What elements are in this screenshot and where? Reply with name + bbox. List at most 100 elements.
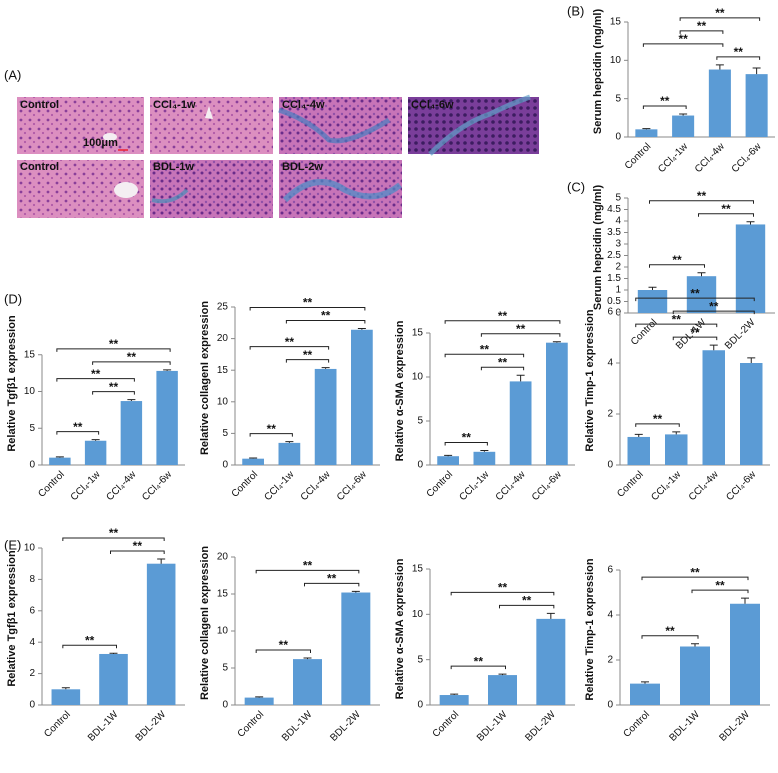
- x-tick-label: CCl₄-6w: [730, 141, 764, 175]
- significance-label: **: [734, 45, 744, 59]
- significance-bracket: [642, 105, 687, 109]
- x-tick-label: Control: [42, 709, 73, 740]
- histology-label: CCl₄-1w: [153, 99, 196, 111]
- scale-bar-label: 100μm: [83, 137, 118, 149]
- y-axis-label: Relative α-SMA expression: [394, 320, 406, 461]
- histology-image: [150, 97, 273, 154]
- y-tick-label: 6: [607, 565, 613, 576]
- significance-label: **: [85, 633, 95, 647]
- significance-bracket: [649, 200, 754, 204]
- significance-label: **: [480, 342, 490, 356]
- fibrosis: [428, 94, 531, 156]
- x-tick-label: BDL-2W: [723, 317, 758, 352]
- histology-image: [408, 97, 539, 154]
- y-tick-label: 5: [417, 416, 423, 427]
- y-tick-label: 15: [610, 17, 622, 28]
- significance-label: **: [672, 312, 682, 326]
- x-tick-label: CCl₄-1w: [656, 141, 690, 175]
- x-tick-label: Control: [629, 317, 660, 348]
- significance-label: **: [109, 337, 119, 351]
- significance-bracket: [110, 550, 165, 554]
- y-tick-label: 15: [217, 589, 229, 600]
- vessel: [114, 182, 138, 198]
- x-tick-label: Control: [431, 709, 462, 740]
- error-bar: [91, 439, 100, 441]
- x-tick-label: CCl₄-4w: [693, 141, 727, 175]
- significance-label: **: [303, 348, 313, 362]
- panel-label: (A): [4, 67, 21, 82]
- x-tick-label: CCl₄-6w: [530, 469, 564, 503]
- panel-label: (B): [567, 3, 584, 18]
- y-tick-label: 10: [24, 386, 36, 397]
- significance-bracket: [255, 569, 360, 574]
- x-tick-label: Control: [36, 469, 67, 500]
- error-bar: [679, 113, 688, 116]
- significance-bracket: [92, 391, 135, 395]
- bar: [49, 457, 71, 465]
- y-tick-label: 4.5: [607, 204, 621, 215]
- error-bar: [55, 456, 64, 458]
- bar: [680, 646, 710, 705]
- x-tick-label: CCl₄-6w: [724, 469, 758, 503]
- significance-label: **: [498, 581, 508, 595]
- error-bar: [697, 272, 706, 277]
- x-tick-label: CCl₄-1w: [649, 469, 683, 503]
- y-tick-label: 0: [615, 308, 621, 319]
- bar: [146, 563, 176, 705]
- significance-bracket: [679, 17, 761, 21]
- histology-label: CCl₄-6w: [411, 99, 454, 111]
- histology-label: BDL-2w: [282, 161, 323, 173]
- y-axis-label: Relative collagenI expression: [199, 546, 211, 700]
- y-tick-label: 1.5: [607, 273, 621, 284]
- error-bar: [163, 369, 172, 371]
- x-tick-label: CCl₄-1w: [263, 469, 297, 503]
- significance-bracket: [642, 43, 724, 47]
- error-bar: [715, 64, 724, 70]
- x-tick-label: BDL-2W: [523, 709, 558, 744]
- vessel: [205, 106, 213, 119]
- vessel: [103, 133, 117, 141]
- significance-bracket: [92, 361, 171, 365]
- y-tick-label: 2: [615, 262, 621, 273]
- error-bar: [516, 374, 525, 382]
- significance-label: **: [279, 638, 289, 652]
- y-tick-label: 0: [615, 132, 621, 143]
- significance-label: **: [697, 19, 707, 33]
- significance-label: **: [127, 350, 137, 364]
- bar: [708, 69, 731, 137]
- y-tick-label: 25: [217, 302, 229, 313]
- error-bar: [552, 341, 561, 343]
- histology-image: [150, 160, 273, 218]
- significance-bracket: [56, 378, 135, 382]
- significance-bracket: [716, 56, 761, 60]
- significance-bracket: [249, 306, 366, 311]
- significance-label: **: [321, 309, 331, 323]
- y-tick-label: 3: [615, 239, 621, 250]
- y-tick-label: 3.5: [607, 227, 621, 238]
- y-tick-label: 2.5: [607, 250, 621, 261]
- histology-label: Control: [20, 161, 59, 173]
- bar: [314, 368, 337, 465]
- significance-label: **: [709, 299, 719, 313]
- bar: [509, 381, 532, 465]
- bar: [156, 370, 178, 465]
- panel-label: (C): [567, 179, 585, 194]
- x-tick-label: Control: [615, 469, 646, 500]
- error-bar: [157, 558, 166, 564]
- bar: [536, 618, 566, 705]
- y-tick-label: 5: [222, 428, 228, 439]
- histology-label: CCl₄-4w: [282, 99, 325, 111]
- significance-bracket: [249, 346, 330, 350]
- error-bar: [321, 367, 330, 369]
- significance-bracket: [480, 333, 561, 337]
- bar: [672, 115, 695, 137]
- panel-label: (E): [4, 537, 21, 552]
- significance-label: **: [516, 322, 526, 336]
- error-bar: [249, 457, 258, 459]
- y-tick-label: 0: [222, 700, 228, 711]
- significance-label: **: [303, 559, 313, 573]
- bar: [702, 350, 725, 465]
- significance-label: **: [474, 654, 484, 668]
- y-tick-label: 15: [24, 349, 36, 360]
- x-tick-label: BDL-2W: [328, 709, 363, 744]
